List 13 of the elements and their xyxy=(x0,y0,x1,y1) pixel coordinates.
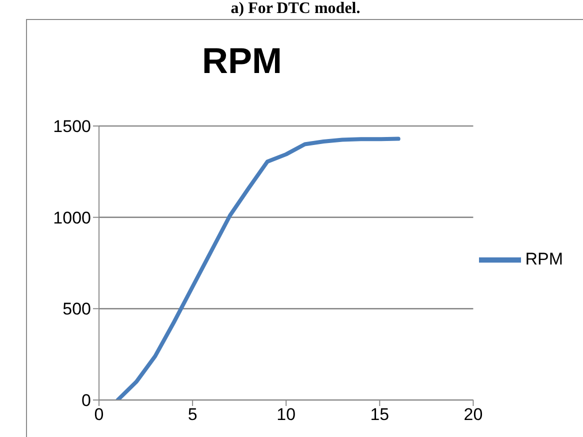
y-tick-label: 1500 xyxy=(53,117,91,136)
legend-label: RPM xyxy=(525,249,563,268)
x-tick-label: 20 xyxy=(464,405,483,424)
y-tick-label: 500 xyxy=(62,300,91,319)
line-series xyxy=(116,136,400,400)
y-tick-label: 0 xyxy=(82,391,91,410)
chart-title: RPM xyxy=(201,40,283,82)
x-tick-label: 5 xyxy=(188,405,198,424)
x-tick-label: 0 xyxy=(94,405,104,424)
text: a) For DTC model. xyxy=(230,0,362,18)
x-tick-label: 10 xyxy=(276,405,296,424)
x-tick-label: 15 xyxy=(370,405,390,424)
y-tick-label: 1000 xyxy=(53,208,91,228)
